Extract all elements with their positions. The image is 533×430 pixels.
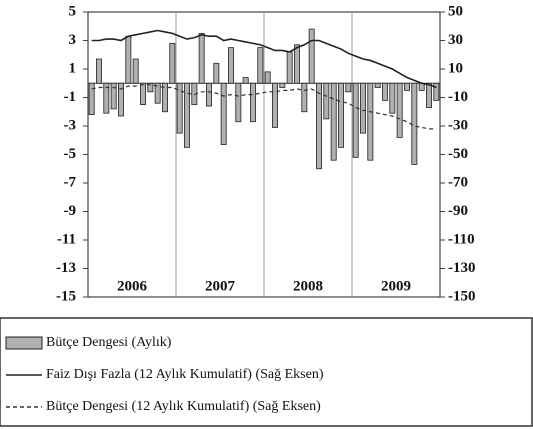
bar: [125, 35, 132, 84]
year-label: 2008: [293, 278, 323, 294]
legend-box: [0, 317, 533, 427]
bar: [433, 82, 440, 101]
y2-tick-label: -90: [448, 203, 468, 219]
year-label: 2006: [117, 278, 148, 294]
y-tick-label: -5: [64, 146, 77, 162]
bar: [162, 82, 168, 113]
y-tick-label: -9: [64, 203, 77, 219]
y-tick-label: -7: [64, 174, 77, 190]
y2-tick-label: -130: [448, 260, 476, 276]
bar: [242, 77, 249, 84]
bar: [316, 82, 322, 170]
bar: [294, 44, 300, 84]
bar: [360, 82, 366, 134]
bar: [382, 82, 388, 101]
bar: [96, 58, 102, 84]
bar: [330, 82, 337, 161]
bar: [396, 82, 403, 138]
bar: [301, 82, 308, 113]
y-tick-label: 3: [69, 32, 77, 48]
bar: [345, 82, 352, 93]
bar: [213, 62, 220, 84]
bar: [147, 82, 154, 93]
bar: [279, 82, 286, 88]
bar: [338, 82, 344, 148]
bar: [235, 82, 242, 123]
dashed-line: [91, 84, 437, 130]
bar: [220, 82, 227, 145]
bar: [352, 82, 359, 158]
bar: [264, 71, 271, 84]
bar: [374, 82, 381, 88]
legend-label: Faiz Dışı Fazla (12 Aylık Kumulatif) (Sa…: [46, 367, 324, 382]
bar: [257, 47, 264, 84]
bar: [389, 82, 396, 114]
bar: [228, 47, 234, 84]
y2-tick-label: -30: [448, 117, 468, 133]
bar: [404, 82, 410, 91]
bar: [198, 32, 205, 84]
bar: [169, 42, 176, 84]
y2-tick-label: -70: [448, 174, 468, 190]
y-tick-label: 1: [69, 60, 77, 76]
y2-tick-label: 10: [448, 60, 463, 76]
y-tick-label: -3: [64, 117, 77, 133]
bar: [103, 82, 110, 114]
bar: [154, 82, 161, 104]
bar: [426, 82, 432, 108]
y2-tick-label: -10: [448, 89, 468, 105]
bar: [250, 82, 256, 123]
y-tick-label: -13: [56, 260, 76, 276]
bar: [88, 82, 95, 116]
y2-tick-label: -150: [448, 288, 476, 304]
bar: [272, 82, 278, 128]
line: [91, 29, 437, 89]
bar: [411, 82, 418, 165]
y-tick-label: 5: [69, 3, 77, 19]
year-label: 2007: [205, 278, 236, 294]
legend-label: Bütçe Dengesi (Aylık): [46, 335, 172, 350]
y2-tick-label: 30: [448, 32, 463, 48]
legend-label: Bütçe Dengesi (12 Aylık Kumulatif) (Sağ …: [46, 399, 321, 414]
bar: [176, 82, 183, 134]
bar: [184, 82, 190, 148]
bar: [323, 82, 330, 120]
bar: [118, 82, 124, 117]
y-tick-label: -11: [57, 231, 76, 247]
year-label: 2009: [381, 278, 411, 294]
bar: [140, 82, 146, 106]
bar: [308, 28, 315, 84]
y2-tick-label: 50: [448, 3, 463, 19]
y-tick-label: -15: [56, 288, 76, 304]
bar: [286, 51, 293, 84]
bar: [132, 58, 139, 84]
y-tick-label: -1: [64, 89, 77, 105]
bar: [206, 82, 212, 107]
y2-tick-label: -50: [448, 146, 468, 162]
y2-tick-label: -110: [448, 231, 475, 247]
bar: [110, 82, 117, 110]
bar: [367, 82, 374, 161]
legend-swatch: [5, 336, 43, 350]
